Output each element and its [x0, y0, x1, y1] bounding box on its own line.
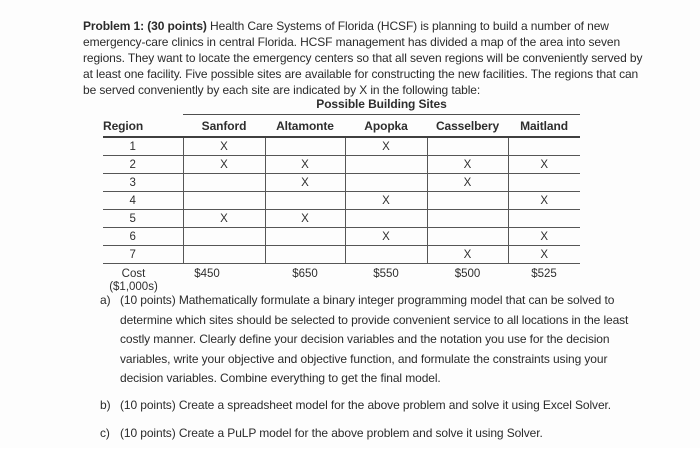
mark-cell-apopka — [344, 245, 427, 264]
mark-cell-casselbery — [426, 137, 508, 156]
mark-cell-casselbery — [426, 209, 508, 228]
mark-cell-sanford — [182, 173, 265, 192]
title-spacer-cell — [103, 97, 183, 115]
table-row-region-1: 1 X X — [103, 137, 581, 156]
mark-cell-altamonte: X — [264, 209, 345, 228]
table-title: Possible Building Sites — [183, 97, 581, 115]
part-b: b) (10 points) Create a spreadsheet mode… — [100, 396, 646, 416]
cost-cell-sanford: $450 — [183, 264, 265, 296]
mark-cell-maitland: X — [507, 191, 581, 210]
mark-cell-sanford — [182, 191, 265, 210]
column-header-casselbery: Casselbery — [427, 114, 508, 138]
cost-value: $500 — [454, 268, 481, 280]
region-cell: 4 — [103, 191, 183, 210]
table-row-region-7: 7 X X — [103, 245, 581, 264]
table-row-region-4: 4 X X — [103, 191, 581, 210]
mark-cell-casselbery: X — [426, 245, 508, 264]
region-cell: 7 — [103, 245, 183, 264]
cost-cell-altamonte: $650 — [265, 264, 345, 296]
cost-value: $550 — [373, 268, 399, 280]
table-head: Possible Building Sites Region Sanford A… — [103, 97, 581, 138]
table-body: 1 X X 2 X X X X 3 X — [103, 137, 581, 264]
mark-cell-sanford: X — [182, 137, 265, 156]
mark-cell-apopka — [344, 209, 427, 228]
region-cell: 6 — [103, 227, 183, 246]
part-c-label: c) — [100, 425, 110, 440]
mark-cell-apopka: X — [344, 227, 427, 246]
table-row-region-3: 3 X X — [103, 173, 581, 192]
mark-cell-altamonte — [264, 137, 345, 156]
part-c-text: (10 points) Create a PuLP model for the … — [120, 425, 543, 440]
problem-statement: Problem 1: (30 points) Health Care Syste… — [83, 19, 649, 99]
table-foot: Cost ($1,000s) $450 $650 $550 $500 $525 — [103, 264, 580, 296]
mark-cell-altamonte — [264, 191, 345, 210]
mark-cell-casselbery: X — [426, 173, 508, 192]
problem-label: Problem 1: (30 points) — [83, 19, 207, 33]
cost-unit-label: ($1,000s) — [109, 281, 158, 293]
mark-cell-sanford: X — [182, 155, 265, 174]
part-b-label: b) — [100, 398, 111, 413]
cost-row: Cost ($1,000s) $450 $650 $550 $500 $525 — [103, 264, 580, 296]
table-header-row: Region Sanford Altamonte Apopka Casselbe… — [103, 114, 581, 138]
cost-label-cell: Cost ($1,000s) — [103, 264, 183, 296]
part-b-text: (10 points) Create a spreadsheet model f… — [120, 398, 611, 413]
cost-label: Cost — [121, 268, 146, 280]
mark-cell-altamonte: X — [264, 173, 345, 192]
part-a: a) (10 points) Mathematically formulate … — [100, 291, 646, 389]
mark-cell-maitland — [507, 173, 581, 192]
mark-cell-sanford — [182, 245, 265, 264]
table-title-row: Possible Building Sites — [103, 97, 581, 115]
mark-cell-apopka — [344, 155, 427, 174]
mark-cell-apopka — [344, 173, 427, 192]
part-c: c) (10 points) Create a PuLP model for t… — [100, 424, 646, 444]
mark-cell-casselbery — [426, 191, 508, 210]
mark-cell-casselbery — [426, 227, 508, 246]
column-header-region: Region — [103, 114, 183, 138]
cost-value: $650 — [292, 268, 318, 280]
region-cell: 5 — [103, 209, 183, 228]
mark-cell-maitland — [507, 137, 581, 156]
mark-cell-altamonte: X — [264, 155, 345, 174]
cost-cell-apopka: $550 — [345, 264, 427, 296]
building-sites-table-wrap: Possible Building Sites Region Sanford A… — [103, 97, 581, 296]
mark-cell-apopka: X — [344, 137, 427, 156]
table-row-region-6: 6 X X — [103, 227, 581, 246]
problem-intro-text: Health Care Systems of Florida (HCSF) is… — [83, 19, 643, 97]
column-header-sanford: Sanford — [183, 114, 265, 138]
mark-cell-sanford: X — [182, 209, 265, 228]
mark-cell-casselbery: X — [426, 155, 508, 174]
column-header-maitland: Maitland — [508, 114, 581, 138]
region-cell: 3 — [103, 173, 183, 192]
mark-cell-altamonte — [264, 245, 345, 264]
mark-cell-sanford — [182, 227, 265, 246]
possible-building-sites-table: Possible Building Sites Region Sanford A… — [103, 97, 581, 296]
mark-cell-maitland: X — [507, 227, 581, 246]
cost-value: $525 — [531, 268, 557, 280]
mark-cell-maitland — [507, 209, 581, 228]
column-header-apopka: Apopka — [345, 114, 427, 138]
mark-cell-apopka: X — [344, 191, 427, 210]
cost-cell-casselbery: $500 — [427, 264, 508, 296]
cost-value: $450 — [194, 268, 220, 280]
column-header-altamonte: Altamonte — [265, 114, 345, 138]
region-cell: 1 — [103, 137, 183, 156]
part-a-text: (10 points) Mathematically formulate a b… — [120, 293, 629, 386]
table-row-region-2: 2 X X X X — [103, 155, 581, 174]
region-cell: 2 — [103, 155, 183, 174]
mark-cell-maitland: X — [507, 245, 581, 264]
table-row-region-5: 5 X X — [103, 209, 581, 228]
question-parts: a) (10 points) Mathematically formulate … — [100, 291, 646, 451]
cost-cell-maitland: $525 — [508, 264, 580, 296]
mark-cell-maitland: X — [507, 155, 581, 174]
part-a-label: a) — [100, 293, 111, 307]
mark-cell-altamonte — [264, 227, 345, 246]
